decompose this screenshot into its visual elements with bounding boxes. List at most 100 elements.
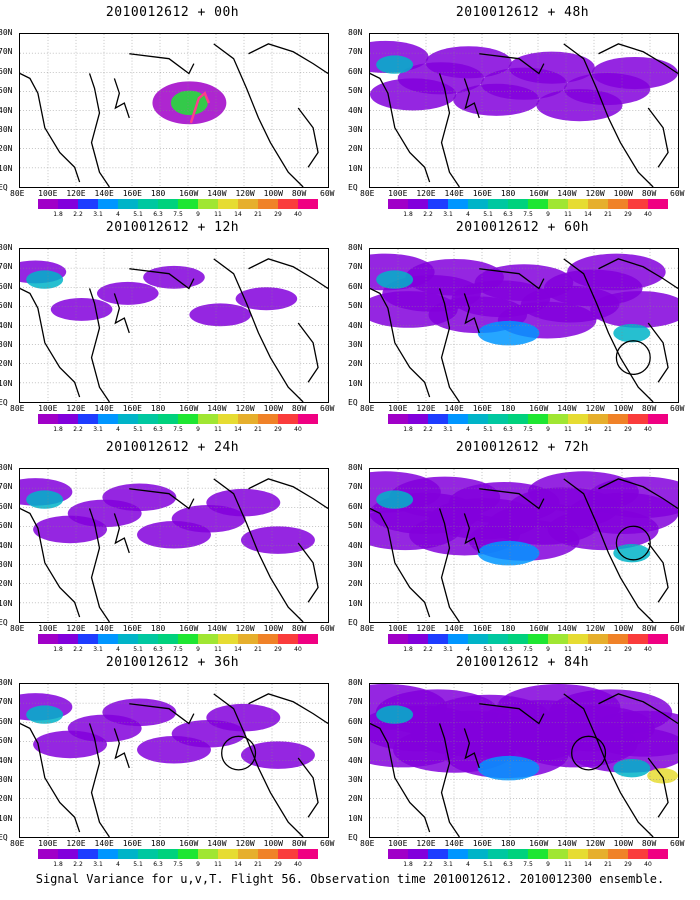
colorbar-swatch [58,414,78,424]
map-panel: 2010012612 + 60h 80N 70N 60N 50N 40N 30N 20N 10N… [348,220,695,435]
colorbar-swatch [488,634,508,644]
coastline [129,268,195,290]
colorbar [388,199,668,209]
colorbar-label: 2.2 [423,646,433,653]
colorbar-swatch [428,849,448,859]
map-area [19,33,329,188]
x-tick-label: 120E [416,189,436,198]
x-tick-label: 140E [94,189,114,198]
y-tick-label: 30N [0,774,13,784]
colorbar-swatch [548,199,568,209]
colorbar-label: 9 [546,426,550,433]
x-tick-label: 180 [500,839,516,848]
y-tick-label: 20N [348,359,363,369]
colorbar-label: 3.1 [443,211,453,218]
x-tick-label: 120W [235,624,255,633]
y-tick-label: EQ [348,618,358,627]
colorbar-swatch [78,199,98,209]
colorbar-swatch [388,414,408,424]
colorbar-label: 1.8 [403,426,413,433]
colorbar-label: 29 [624,861,632,868]
colorbar-swatch [258,414,278,424]
variance-shading [477,540,540,566]
coastline [563,43,654,187]
colorbar-swatch [138,849,158,859]
coastline [370,287,431,398]
x-tick-label: 120E [416,624,436,633]
colorbar-swatch [58,849,78,859]
colorbar-label: 11 [564,646,572,653]
colorbar-label: 29 [274,211,282,218]
colorbar-label: 21 [604,211,612,218]
colorbar-swatch [448,849,468,859]
y-tick-label: 50N [0,521,13,531]
colorbar-swatch [278,849,298,859]
y-tick-label: 50N [348,301,363,311]
colorbar-swatch [198,849,218,859]
y-tick-label: 20N [0,794,13,804]
colorbar-label: 4 [116,646,120,653]
y-tick-label: 40N [348,755,363,765]
x-tick-label: 100E [388,624,408,633]
colorbar-swatch [468,199,488,209]
y-tick-label: 80N [0,28,13,37]
variance-shading [189,303,251,327]
panel-title: 2010012612 + 36h [105,655,240,670]
colorbar-swatch [78,634,98,644]
colorbar-swatch [608,414,628,424]
colorbar-swatch [568,199,588,209]
panel-title: 2010012612 + 00h [105,5,240,20]
x-tick-label: 140W [207,839,227,848]
x-tick-label: 60W [320,404,335,413]
y-tick-label: 50N [0,86,13,96]
colorbar [38,199,318,209]
coastline [647,757,669,818]
y-tick-label: 80N [0,678,13,687]
x-tick-label: 160W [529,624,549,633]
x-tick-label: 100E [388,404,408,413]
colorbar-swatch [138,414,158,424]
colorbar-label: 11 [214,861,222,868]
colorbar-swatch [468,414,488,424]
y-tick-label: 40N [0,320,13,330]
y-tick-label: 80N [0,463,13,472]
x-tick-label: 180 [150,624,166,633]
y-tick-label: 50N [0,301,13,311]
map-panel: 2010012612 + 36h 80N 70N 60N 50N 40N 30N 20N 10N… [0,655,345,870]
variance-shading [376,270,414,289]
y-tick-label: 60N [0,281,13,291]
colorbar-label: 21 [254,211,262,218]
x-tick-label: 60W [670,189,685,198]
colorbar-label: 3.1 [93,211,103,218]
colorbar-swatch [608,849,628,859]
y-tick-label: EQ [0,398,8,407]
map-area [369,683,679,838]
colorbar-label: 7.5 [173,861,183,868]
colorbar-label: 40 [644,426,652,433]
variance-shading [613,758,651,778]
x-tick-label: 140W [557,404,577,413]
y-tick-label: 30N [0,559,13,569]
colorbar-swatch [588,414,608,424]
colorbar-swatch [158,849,178,859]
colorbar-swatch [178,199,198,209]
map-panel: 2010012612 + 84h 80N 70N 60N 50N 40N 30N 20N 10N… [348,655,695,870]
colorbar-label: 21 [604,426,612,433]
colorbar-label: 21 [604,646,612,653]
panel-title: 2010012612 + 60h [455,220,590,235]
target-circle [615,525,651,561]
x-tick-label: 100W [263,624,283,633]
coastline [20,507,81,618]
map-area [19,683,329,838]
coastline [88,288,110,402]
variance-shading [477,320,540,346]
y-tick-label: 10N [348,163,363,173]
colorbar-label: 1.8 [403,861,413,868]
colorbar-swatch [388,849,408,859]
x-tick-label: 160W [179,624,199,633]
colorbar-swatch [488,849,508,859]
x-tick-label: 80E [10,839,25,848]
colorbar-swatch [508,849,528,859]
colorbar-label: 29 [624,211,632,218]
x-tick-label: 60W [320,839,335,848]
